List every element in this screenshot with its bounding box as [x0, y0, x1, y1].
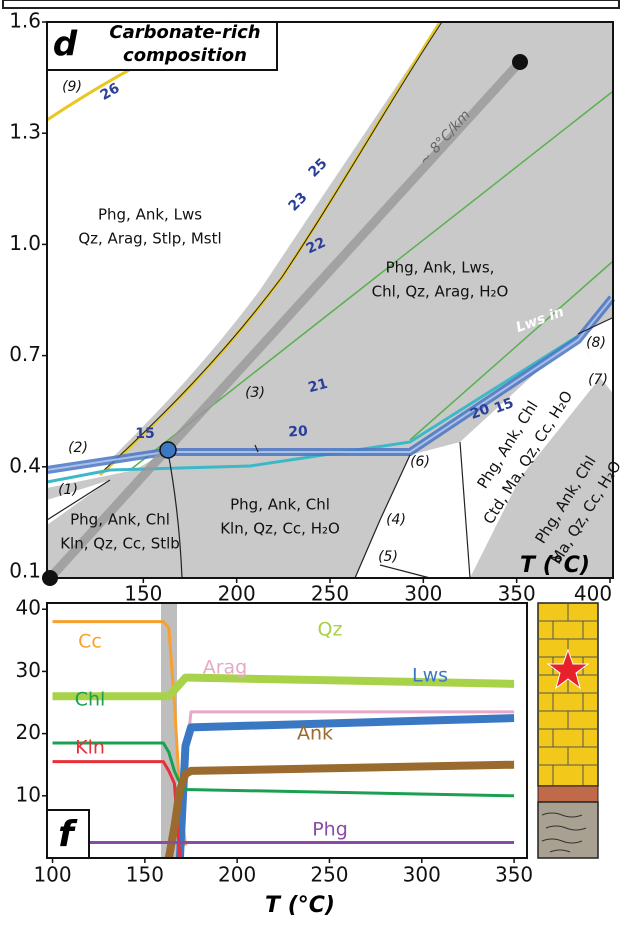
- y-tick-label: 0.4: [9, 453, 41, 477]
- y-tick-label: 0.1: [9, 559, 41, 583]
- field-label: Phg, Ank, Chl: [230, 496, 330, 514]
- x-tick-label: 350: [495, 863, 533, 887]
- field-label: Phg, Ank, Chl: [70, 511, 170, 529]
- series-label: Chl: [75, 689, 106, 711]
- cropped-legend: [2, 0, 620, 9]
- isopleth-label: 20: [468, 401, 492, 423]
- series-label: Lws: [412, 665, 448, 687]
- title-box: [46, 809, 90, 859]
- x-tick-label: 150: [124, 582, 162, 606]
- panel-subtitle: composition: [123, 45, 247, 66]
- series-line: [52, 741, 515, 798]
- y-tick-label: 1.0: [9, 231, 41, 255]
- x-tick-label: 100: [33, 863, 71, 887]
- reaction-label: (1): [58, 482, 78, 498]
- x-tick-label: 350: [498, 582, 536, 606]
- y-tick-label: 1.3: [9, 120, 41, 144]
- phase-field: [578, 318, 612, 392]
- title-box: [46, 21, 278, 71]
- reaction-label: (2): [68, 440, 88, 456]
- boundary: [167, 451, 183, 579]
- field-label: Phg, Ank, Lws: [98, 206, 202, 224]
- series-line: [52, 673, 515, 701]
- x-tick-label: 300: [404, 582, 442, 606]
- series-label: Ank: [297, 723, 333, 745]
- reaction-label: (4): [386, 512, 406, 528]
- series-label: Qz: [318, 619, 343, 641]
- x-tick-label: 200: [218, 863, 256, 887]
- isopleth-label: 15: [492, 395, 516, 417]
- series-label: Kln: [75, 737, 105, 759]
- y-tick-label: 30: [16, 658, 41, 682]
- x-tick-label: 250: [311, 582, 349, 606]
- geotherm: [46, 58, 524, 582]
- series-label: Phg: [312, 819, 348, 841]
- field-label: Kln, Qz, Cc, Stlb: [60, 535, 180, 553]
- x-tick-label: 400: [574, 582, 612, 606]
- lws-in-boundary: [46, 297, 613, 471]
- panel-label: d: [53, 25, 78, 65]
- x-tick-label: 200: [218, 582, 256, 606]
- x-axis-label: T (°C): [520, 553, 590, 578]
- y-tick-label: 20: [16, 720, 41, 744]
- phase-field: [355, 334, 600, 578]
- lithology-column: [537, 602, 599, 859]
- x-tick-label: 300: [403, 863, 441, 887]
- plot-area: [47, 603, 527, 858]
- reaction-label: (7): [588, 372, 608, 388]
- reaction-label: (8): [586, 335, 606, 351]
- field-label: Kln, Qz, Cc, H₂O: [220, 520, 340, 538]
- boundary: [46, 317, 613, 579]
- reaction-label: (6): [410, 454, 430, 470]
- boundary: [46, 334, 579, 484]
- plot-frame: [46, 602, 528, 859]
- x-tick-label: 150: [126, 863, 164, 887]
- field-label: Phg, Ank, Lws,: [386, 259, 495, 277]
- pt-point: [159, 441, 177, 459]
- isopleth-label: 22: [304, 235, 328, 258]
- pt-point: [512, 54, 528, 70]
- y-tick-label: 1.6: [9, 9, 41, 33]
- field-label: Qz, Arag, Stlp, Mstl: [78, 230, 221, 248]
- reaction-label: (5): [378, 549, 398, 565]
- reaction-label: (3): [245, 385, 265, 401]
- phase-field: [47, 480, 110, 525]
- series-line: [164, 760, 515, 859]
- phase-field: [47, 22, 440, 482]
- isopleth: [409, 261, 613, 441]
- field-label: Chl, Qz, Arag, H₂O: [372, 283, 509, 301]
- isopleth-label: 15: [135, 426, 154, 442]
- panel-label: f: [58, 814, 78, 855]
- x-axis-label: T (°C): [265, 893, 335, 918]
- series-layer: [52, 620, 515, 859]
- isopleth-label: 21: [307, 376, 330, 396]
- boundary: [101, 21, 443, 473]
- reaction-label: (9): [62, 79, 82, 95]
- panel-subtitle: Carbonate-rich: [109, 22, 260, 43]
- series-label: Arag: [203, 657, 248, 679]
- isopleth-label: 20: [288, 423, 309, 440]
- y-tick-label: 40: [16, 596, 41, 620]
- x-tick-label: 250: [310, 863, 348, 887]
- series-line: [175, 714, 515, 859]
- y-tick-label: 0.7: [9, 342, 41, 366]
- series-label: Cc: [78, 631, 102, 653]
- y-tick-label: 10: [16, 782, 41, 806]
